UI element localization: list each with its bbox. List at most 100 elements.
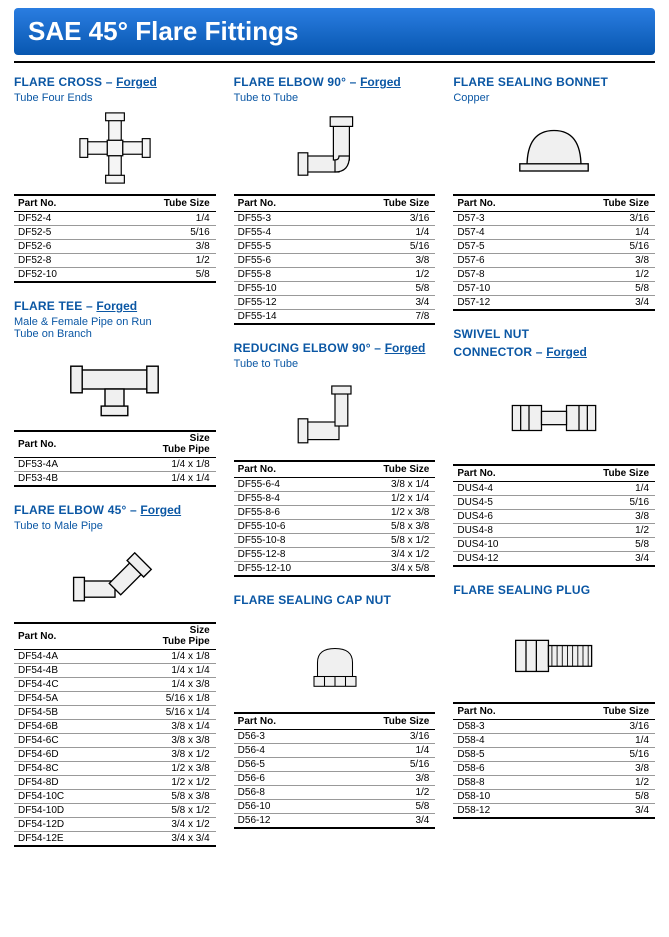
illustration-cross [14, 108, 216, 188]
cell-partno: DF55-8-4 [234, 492, 338, 506]
cell-partno: DF54-10C [14, 790, 110, 804]
cell-size: 1/2 x 3/8 [338, 506, 436, 520]
cell-size: 5/8 [543, 282, 656, 296]
table-row: D58-123/4 [453, 804, 655, 819]
section-desc: Male & Female Pipe on Run Tube on Branch [14, 316, 216, 340]
section-desc [453, 362, 655, 374]
section-desc: Tube to Tube [234, 92, 436, 104]
tbody: DF55-6-43/8 x 1/4DF55-8-41/2 x 1/4DF55-8… [234, 478, 436, 577]
table-row: D57-63/8 [453, 254, 655, 268]
table-row: DF54-10D5/8 x 1/2 [14, 804, 216, 818]
cell-size: 3/4 [546, 552, 655, 567]
cell-partno: D57-6 [453, 254, 542, 268]
cell-size: 3/8 [543, 762, 656, 776]
cell-partno: DF54-12E [14, 832, 110, 847]
table-row: DF54-8D1/2 x 1/2 [14, 776, 216, 790]
cell-size: 3/4 [543, 296, 656, 311]
cell-size: 5/8 [543, 790, 656, 804]
section-title: FLARE CROSS – [14, 75, 116, 89]
table-row: DF55-147/8 [234, 310, 436, 325]
section-reducing-elbow-90: REDUCING ELBOW 90° – Forged Tube to Tube… [234, 339, 436, 577]
th-size: SizeTube Pipe [104, 431, 216, 458]
cell-partno: DF55-8-6 [234, 506, 338, 520]
cell-partno: D57-4 [453, 226, 542, 240]
cell-partno: D57-12 [453, 296, 542, 311]
table-row: DF52-55/16 [14, 226, 216, 240]
th-tubesize: Tube Size [338, 461, 436, 478]
cell-partno: DF54-4C [14, 678, 110, 692]
cell-size: 3/4 x 1/2 [110, 818, 215, 832]
parts-table: Part No.SizeTube Pipe DF54-4A1/4 x 1/8DF… [14, 622, 216, 847]
th-partno: Part No. [453, 703, 542, 720]
cell-size: 3/8 x 1/4 [110, 720, 215, 734]
table-row: DF55-63/8 [234, 254, 436, 268]
section-flare-tee: FLARE TEE – Forged Male & Female Pipe on… [14, 297, 216, 487]
cell-partno: D56-3 [234, 730, 323, 744]
cell-partno: DF54-5B [14, 706, 110, 720]
cell-size: 5/16 [543, 748, 656, 762]
cell-partno: D58-8 [453, 776, 542, 790]
th-partno: Part No. [234, 713, 323, 730]
section-title: FLARE SEALING PLUG [453, 583, 590, 597]
cell-size: 5/8 [323, 800, 436, 814]
parts-table: Part No.Tube Size DUS4-41/4DUS4-55/16DUS… [453, 464, 655, 567]
table-row: DF54-6C3/8 x 3/8 [14, 734, 216, 748]
cell-partno: DF52-10 [14, 268, 104, 283]
table-row: DF54-8C1/2 x 3/8 [14, 762, 216, 776]
table-row: D58-63/8 [453, 762, 655, 776]
th-tubesize: Tube Size [543, 703, 656, 720]
cell-size: 1/4 x 1/8 [104, 458, 216, 472]
cell-size: 5/16 x 1/4 [110, 706, 215, 720]
table-row: DF55-41/4 [234, 226, 436, 240]
cell-partno: DF53-4A [14, 458, 104, 472]
cell-partno: D56-12 [234, 814, 323, 829]
cell-partno: DF54-12D [14, 818, 110, 832]
illustration-plug [453, 616, 655, 696]
cell-size: 1/4 x 1/4 [104, 472, 216, 487]
table-row: DF54-4A1/4 x 1/8 [14, 650, 216, 664]
cell-size: 1/2 x 1/4 [338, 492, 436, 506]
section-flare-elbow-90: FLARE ELBOW 90° – Forged Tube to Tube Pa… [234, 73, 436, 325]
cell-partno: DF54-6D [14, 748, 110, 762]
section-desc: Tube to Tube [234, 358, 436, 370]
parts-table: Part No.Tube Size DF52-41/4DF52-55/16DF5… [14, 194, 216, 283]
section-title: FLARE SEALING BONNET [453, 75, 608, 89]
section-subtitle: Forged [360, 75, 401, 89]
th-tubesize: Tube Size [104, 195, 216, 212]
table-row: D56-63/8 [234, 772, 436, 786]
cell-size: 3/8 x 3/8 [110, 734, 215, 748]
table-row: DF54-6B3/8 x 1/4 [14, 720, 216, 734]
cell-size: 5/16 [104, 226, 216, 240]
th-tubesize: Tube Size [323, 195, 435, 212]
parts-table: Part No.Tube Size DF55-33/16DF55-41/4DF5… [234, 194, 436, 325]
section-subtitle: Forged [140, 503, 181, 517]
cell-partno: DF55-5 [234, 240, 324, 254]
cell-size: 3/8 x 1/4 [338, 478, 436, 492]
cell-size: 5/16 [323, 240, 435, 254]
illustration-tee [14, 344, 216, 424]
table-row: DF54-5B5/16 x 1/4 [14, 706, 216, 720]
table-row: D58-81/2 [453, 776, 655, 790]
cell-partno: DF55-6-4 [234, 478, 338, 492]
cell-size: 1/2 [323, 268, 435, 282]
cell-partno: DF55-4 [234, 226, 324, 240]
table-row: D57-81/2 [453, 268, 655, 282]
section-flare-elbow-45: FLARE ELBOW 45° – Forged Tube to Male Pi… [14, 501, 216, 847]
th-partno: Part No. [234, 461, 338, 478]
cell-size: 1/4 [543, 734, 656, 748]
cell-partno: DF52-4 [14, 212, 104, 226]
parts-table: Part No.Tube Size D56-33/16D56-41/4D56-5… [234, 712, 436, 829]
tbody: D57-33/16D57-41/4D57-55/16D57-63/8D57-81… [453, 212, 655, 311]
cell-partno: D56-10 [234, 800, 323, 814]
table-row: D56-105/8 [234, 800, 436, 814]
cell-size: 3/8 [323, 254, 435, 268]
table-row: DF54-12E3/4 x 3/4 [14, 832, 216, 847]
cell-partno: D58-5 [453, 748, 542, 762]
cell-size: 3/16 [323, 730, 436, 744]
cell-size: 7/8 [323, 310, 435, 325]
cell-partno: DF55-10 [234, 282, 324, 296]
cell-size: 3/4 [323, 296, 435, 310]
illustration-reducing-elbow [234, 374, 436, 454]
table-row: DF54-12D3/4 x 1/2 [14, 818, 216, 832]
cell-partno: DF55-6 [234, 254, 324, 268]
